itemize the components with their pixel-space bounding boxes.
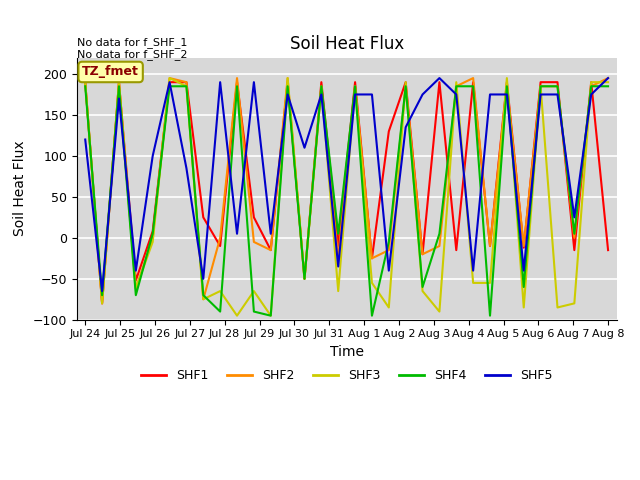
Title: Soil Heat Flux: Soil Heat Flux [289, 35, 404, 53]
Text: TZ_fmet: TZ_fmet [82, 65, 139, 78]
Y-axis label: Soil Heat Flux: Soil Heat Flux [13, 141, 27, 237]
Text: No data for f_SHF_1
No data for f_SHF_2: No data for f_SHF_1 No data for f_SHF_2 [77, 36, 188, 60]
Legend: SHF1, SHF2, SHF3, SHF4, SHF5: SHF1, SHF2, SHF3, SHF4, SHF5 [136, 364, 557, 387]
X-axis label: Time: Time [330, 345, 364, 359]
